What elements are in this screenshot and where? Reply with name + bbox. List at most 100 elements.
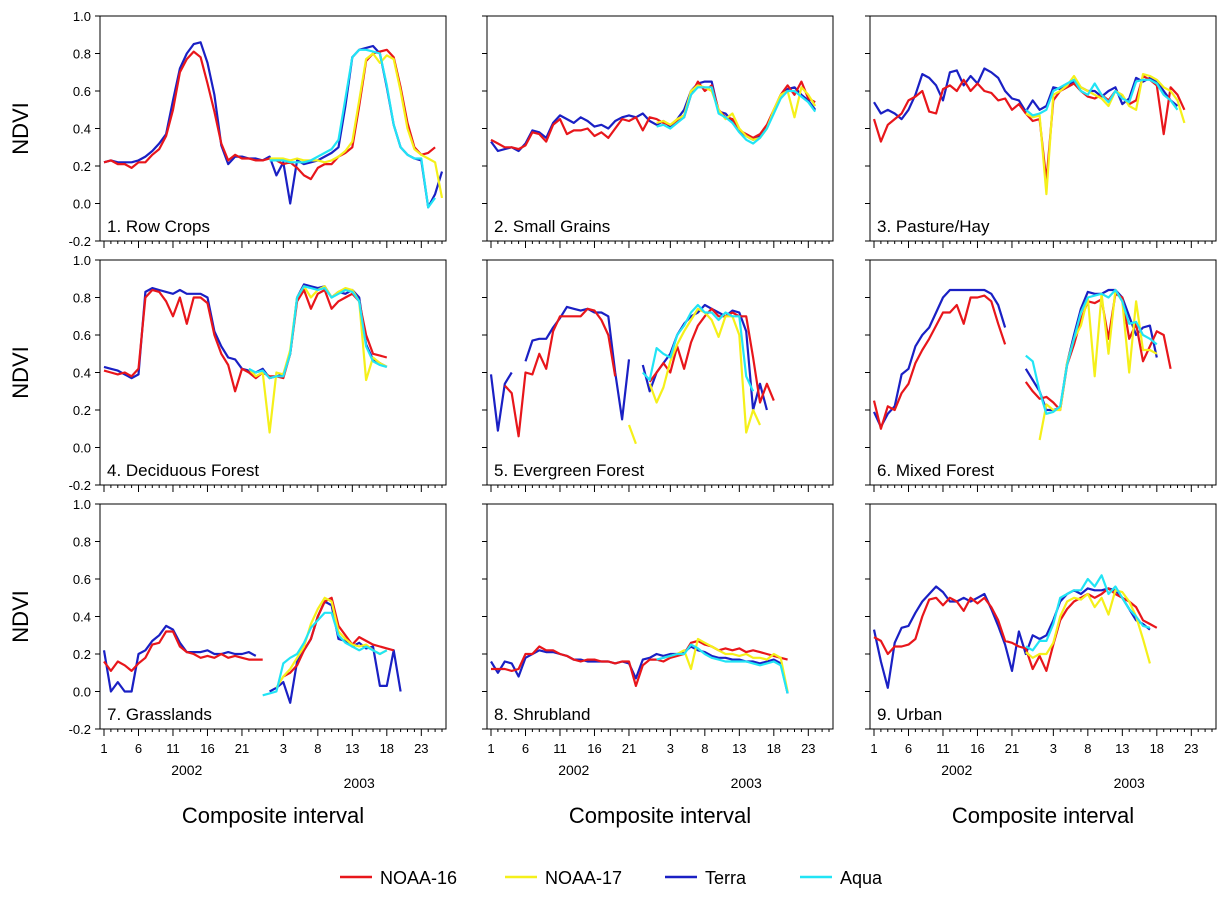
y-tick-label: 0.2	[73, 647, 91, 662]
series-line-noaa-16	[503, 307, 775, 438]
x-tick-label: 8	[701, 741, 708, 756]
x-tick-label: 18	[1150, 741, 1164, 756]
series-line-noaa-17	[269, 52, 444, 199]
series-line-aqua	[656, 86, 817, 145]
series-line-aqua	[1025, 574, 1151, 652]
series-line-noaa-17	[1025, 589, 1151, 664]
legend-item-noaa-16: NOAA-16	[340, 868, 457, 888]
series-line-noaa-17	[275, 596, 388, 689]
series-line-noaa-17	[663, 637, 789, 692]
legend-item-noaa-17: NOAA-17	[505, 868, 622, 888]
y-tick-label: 0.0	[73, 197, 91, 212]
y-tick-label: 0.6	[73, 572, 91, 587]
legend: NOAA-16 NOAA-17 Terra Aqua	[340, 868, 883, 888]
panel-title: 5. Evergreen Forest	[494, 461, 645, 480]
legend-item-aqua: Aqua	[800, 868, 883, 888]
chart-panel-7: -0.20.00.20.40.60.81.01 6 11 16 21 3 8 13 18 237.…	[8, 497, 447, 828]
x-tick-label: 18	[380, 741, 394, 756]
y-tick-label: 0.6	[73, 84, 91, 99]
x-tick-label: 11	[166, 741, 180, 756]
y-tick-label: 0.4	[73, 122, 91, 137]
series-line-terra	[490, 80, 817, 153]
year-label-2003: 2003	[731, 775, 762, 791]
panel-title: 7. Grasslands	[107, 705, 212, 724]
panel-title: 1. Row Crops	[107, 217, 210, 236]
x-axis-title: Composite interval	[952, 803, 1134, 828]
y-axis-title: NDVI	[8, 102, 33, 155]
chart-panel-2: 2. Small Grains	[482, 15, 834, 248]
series-line-noaa-16	[873, 587, 1158, 672]
series-line-aqua	[1025, 78, 1179, 117]
x-tick-label: 3	[667, 741, 674, 756]
x-tick-label: 6	[905, 741, 912, 756]
x-axis-title: Composite interval	[569, 803, 751, 828]
chart-panel-3: 3. Pasture/Hay	[865, 15, 1217, 248]
y-tick-label: 0.8	[73, 535, 91, 550]
series-line-aqua	[269, 48, 436, 209]
x-tick-label: 21	[235, 741, 249, 756]
plot-frame	[486, 15, 834, 242]
legend-label: Terra	[705, 868, 747, 888]
x-tick-label: 1	[487, 741, 494, 756]
panel-title: 3. Pasture/Hay	[877, 217, 990, 236]
x-tick-label: 18	[767, 741, 781, 756]
series-line-noaa-16	[103, 48, 436, 181]
x-tick-label: 23	[1184, 741, 1198, 756]
year-label-2003: 2003	[1114, 775, 1145, 791]
x-axis-title: Composite interval	[182, 803, 364, 828]
legend-label: NOAA-16	[380, 868, 457, 888]
y-tick-label: -0.2	[69, 478, 91, 493]
y-tick-label: -0.2	[69, 722, 91, 737]
series-line-noaa-17	[1025, 73, 1186, 196]
series-line-noaa-16	[103, 596, 394, 678]
series-line-noaa-17	[1038, 288, 1158, 441]
y-tick-label: 0.2	[73, 159, 91, 174]
x-tick-label: 11	[936, 741, 950, 756]
y-tick-label: 1.0	[73, 9, 91, 24]
x-tick-label: 16	[587, 741, 601, 756]
y-tick-label: 0.2	[73, 403, 91, 418]
chart-panel-6: 6. Mixed Forest	[865, 259, 1217, 492]
year-label-2002: 2002	[171, 762, 202, 778]
series-line-terra	[490, 645, 789, 694]
series-line-noaa-17	[656, 84, 817, 141]
plot-frame	[99, 503, 447, 730]
series-line-aqua	[656, 643, 789, 694]
y-tick-label: 0.8	[73, 291, 91, 306]
panel-title: 8. Shrubland	[494, 705, 590, 724]
x-tick-label: 8	[1084, 741, 1091, 756]
x-tick-label: 16	[200, 741, 214, 756]
y-tick-label: 1.0	[73, 253, 91, 268]
year-label-2002: 2002	[941, 762, 972, 778]
x-tick-label: 3	[280, 741, 287, 756]
x-tick-label: 1	[870, 741, 877, 756]
x-tick-label: 23	[414, 741, 428, 756]
x-tick-label: 3	[1050, 741, 1057, 756]
x-tick-label: 6	[522, 741, 529, 756]
plot-frame	[486, 503, 834, 730]
y-tick-label: 1.0	[73, 497, 91, 512]
panel-title: 6. Mixed Forest	[877, 461, 994, 480]
panel-title: 2. Small Grains	[494, 217, 610, 236]
x-tick-label: 23	[801, 741, 815, 756]
series-line-terra	[103, 41, 444, 209]
legend-item-terra: Terra	[665, 868, 747, 888]
chart-panel-4: -0.2 0.0 0.2 0.4 0.6 0.8 1.0 4. Deciduous Fores…	[8, 253, 447, 493]
y-tick-label: 0.0	[73, 685, 91, 700]
x-tick-label: 21	[622, 741, 636, 756]
legend-label: NOAA-17	[545, 868, 622, 888]
x-tick-label: 11	[553, 741, 567, 756]
x-tick-label: 6	[135, 741, 142, 756]
y-tick-label: 0.0	[73, 441, 91, 456]
y-tick-label: 0.8	[73, 47, 91, 62]
series-line-noaa-17	[248, 285, 388, 434]
series-line-noaa-16	[491, 639, 788, 687]
year-label-2002: 2002	[558, 762, 589, 778]
series-line-aqua	[1025, 288, 1158, 415]
chart-panel-9: 1 6 11 16 21 3 8 13 18 239. Urban20022003Composit…	[865, 503, 1217, 828]
y-axis-title: NDVI	[8, 346, 33, 399]
x-tick-label: 16	[970, 741, 984, 756]
series-line-aqua	[248, 285, 388, 380]
series-line-terra	[872, 585, 1151, 689]
x-tick-label: 8	[314, 741, 321, 756]
